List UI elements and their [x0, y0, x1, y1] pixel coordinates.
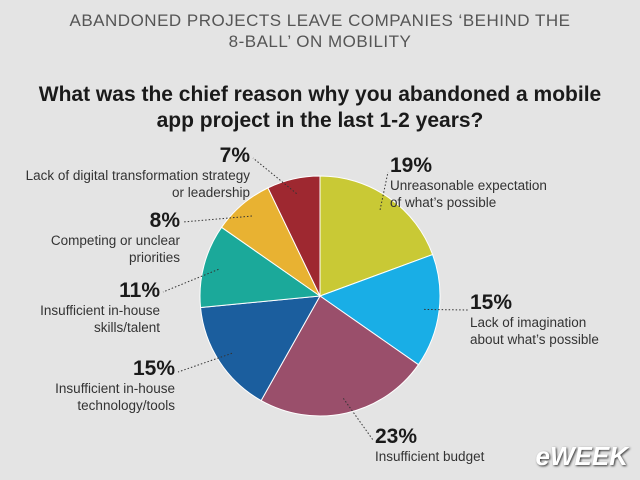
leader-line [177, 352, 233, 373]
leader-line [424, 308, 469, 311]
category-label: Insufficient budget [375, 449, 485, 464]
pie-slice [260, 295, 420, 417]
leader-line [182, 215, 252, 223]
category-label: Lack of imagination about what’s possibl… [470, 315, 599, 347]
category-label: Unreasonable expectation of what’s possi… [390, 178, 547, 210]
value-label: 19% [390, 154, 433, 177]
pie-slice [200, 295, 321, 402]
pie-slice [267, 175, 321, 297]
value-label: 23% [375, 425, 418, 448]
category-label: Insufficient in-house skills/talent [40, 303, 160, 335]
category-label: Insufficient in-house technology/tools [55, 381, 175, 413]
value-label: 15% [132, 357, 175, 380]
logo: eWEEK [535, 441, 628, 471]
value-label: 8% [149, 209, 180, 232]
chart-title: What was the chief reason why you abando… [38, 83, 602, 132]
leader-line [162, 268, 219, 293]
category-label: Lack of digital transformation strategy … [25, 168, 250, 200]
category-label: Competing or unclear priorities [50, 233, 180, 265]
leader-line [379, 171, 389, 210]
pie-slice [318, 253, 441, 366]
leader-line [252, 157, 297, 195]
value-label: 15% [470, 291, 513, 314]
value-label: 11% [119, 279, 160, 302]
pie-slice [199, 226, 322, 309]
pie-slice [319, 175, 434, 297]
header: ABANDONED PROJECTS LEAVE COMPANIES ‘BEHI… [69, 11, 571, 51]
leader-line [342, 398, 374, 441]
value-label: 7% [219, 144, 250, 167]
